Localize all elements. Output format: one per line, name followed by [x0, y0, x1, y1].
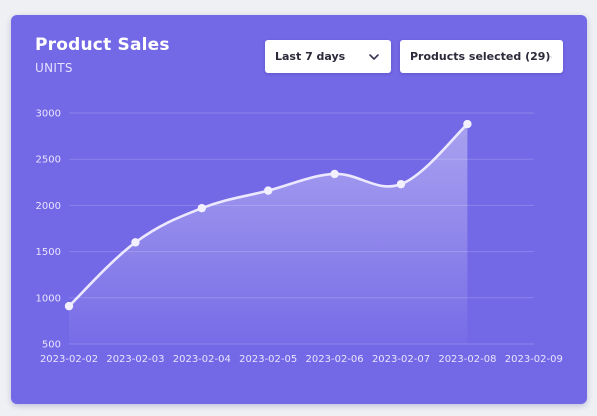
y-tick-label: 2500 — [36, 155, 61, 166]
x-tick-label: 2023-02-04 — [173, 354, 231, 365]
chart-title: Product Sales — [35, 35, 170, 55]
data-point — [197, 203, 206, 213]
x-tick-label: 2023-02-08 — [438, 354, 496, 365]
data-point — [131, 238, 140, 247]
x-tick-label: 2023-02-06 — [306, 354, 364, 365]
x-tick-label: 2023-02-05 — [239, 354, 297, 365]
y-tick-label: 500 — [42, 340, 61, 351]
sales-card: Product Sales UNITS Last 7 days Products… — [11, 15, 587, 404]
y-tick-label: 1500 — [36, 247, 61, 258]
chart-subtitle: UNITS — [35, 61, 73, 75]
sales-area — [69, 124, 468, 344]
chevron-down-icon — [369, 53, 379, 60]
data-point — [463, 119, 472, 129]
data-point — [330, 169, 339, 179]
chevron-down-icon — [550, 55, 553, 58]
x-tick-label: 2023-02-02 — [40, 354, 98, 365]
x-tick-label: 2023-02-07 — [372, 354, 430, 365]
y-tick-label: 1000 — [36, 293, 61, 304]
data-point — [64, 301, 74, 311]
sales-chart: 500 1000 1500 2000 2500 3000 2023-02-02 2023-02… — [36, 109, 563, 366]
y-tick-label: 3000 — [36, 109, 61, 120]
data-point — [396, 179, 406, 189]
products-dropdown[interactable]: Products selected (29) — [400, 40, 563, 73]
date-range-dropdown[interactable]: Last 7 days — [265, 40, 391, 73]
x-tick-label: 2023-02-03 — [106, 354, 164, 365]
data-point — [264, 186, 273, 195]
date-range-label: Last 7 days — [275, 50, 346, 63]
x-tick-label: 2023-02-09 — [505, 354, 563, 365]
y-tick-label: 2000 — [36, 201, 61, 212]
products-label: Products selected (29) — [410, 50, 551, 63]
